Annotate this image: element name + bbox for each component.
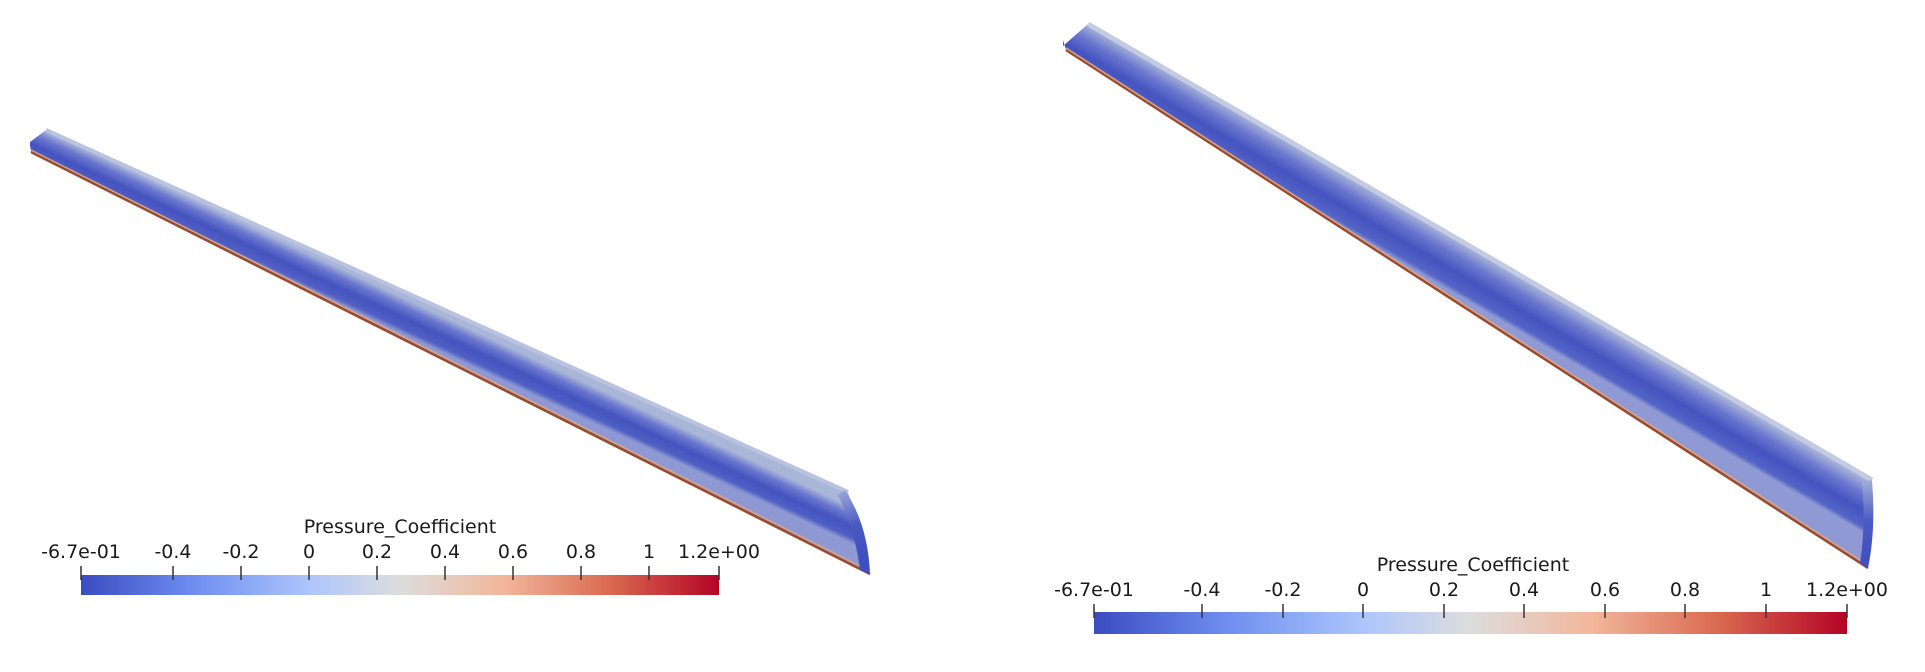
right-tick-label: 0.6 [1590, 579, 1620, 601]
left-tick-label: 0.2 [362, 541, 392, 563]
right-tick-label: 1.2e+00 [1806, 579, 1888, 601]
left-tick-label: 1 [643, 541, 655, 563]
left-colorbar-ramp [81, 575, 719, 595]
right-blade-surface [1063, 24, 1872, 568]
left-blade-upper-edge [45, 128, 849, 494]
right-tick-label: 0 [1357, 579, 1369, 601]
left-blade-surface [30, 130, 870, 574]
left-tick-label: 0.4 [430, 541, 460, 563]
left-tick-label: -0.2 [222, 541, 259, 563]
left-tick-label: 0.8 [566, 541, 596, 563]
left-tick-label: 0 [303, 541, 315, 563]
right-tick-label: 0.2 [1429, 579, 1459, 601]
left-view: Pressure_Coefficient -6.7e-01 -0.4 -0.2 … [30, 128, 871, 595]
left-tick-label: 0.6 [498, 541, 528, 563]
left-colorbar-ticks [80, 566, 720, 580]
right-colorbar-tick-labels: -6.7e-01 -0.4 -0.2 0 0.2 0.4 0.6 0.8 1 1… [1054, 579, 1888, 601]
right-blade-upper-edge [1086, 21, 1874, 483]
right-tick-label: 0.4 [1509, 579, 1539, 601]
left-colorbar-title: Pressure_Coefficient [304, 516, 497, 538]
right-tick-label: 1 [1760, 579, 1772, 601]
right-tick-label: -0.2 [1264, 579, 1301, 601]
right-blade-tip [1860, 480, 1874, 568]
right-tick-label: -6.7e-01 [1054, 579, 1134, 601]
right-colorbar: Pressure_Coefficient -6.7e-01 -0.4 -0.2 … [1054, 554, 1888, 634]
left-tick-label: -0.4 [154, 541, 191, 563]
left-colorbar: Pressure_Coefficient -6.7e-01 -0.4 -0.2 … [41, 516, 760, 595]
left-blade-trailing-edge [30, 150, 871, 576]
left-colorbar-tick-labels: -6.7e-01 -0.4 -0.2 0 0.2 0.4 0.6 0.8 1 1… [41, 541, 760, 563]
right-colorbar-ticks [1093, 604, 1848, 618]
right-tick-label: -0.4 [1183, 579, 1220, 601]
right-colorbar-ramp [1094, 612, 1847, 634]
right-tick-label: 0.8 [1670, 579, 1700, 601]
left-tick-label: 1.2e+00 [678, 541, 760, 563]
left-blade-tip [838, 490, 870, 574]
left-tick-label: -6.7e-01 [41, 541, 121, 563]
right-blade-trailing-edge [1065, 48, 1869, 570]
right-view: Pressure_Coefficient -6.7e-01 -0.4 -0.2 … [1054, 21, 1888, 634]
right-colorbar-title: Pressure_Coefficient [1377, 554, 1570, 576]
